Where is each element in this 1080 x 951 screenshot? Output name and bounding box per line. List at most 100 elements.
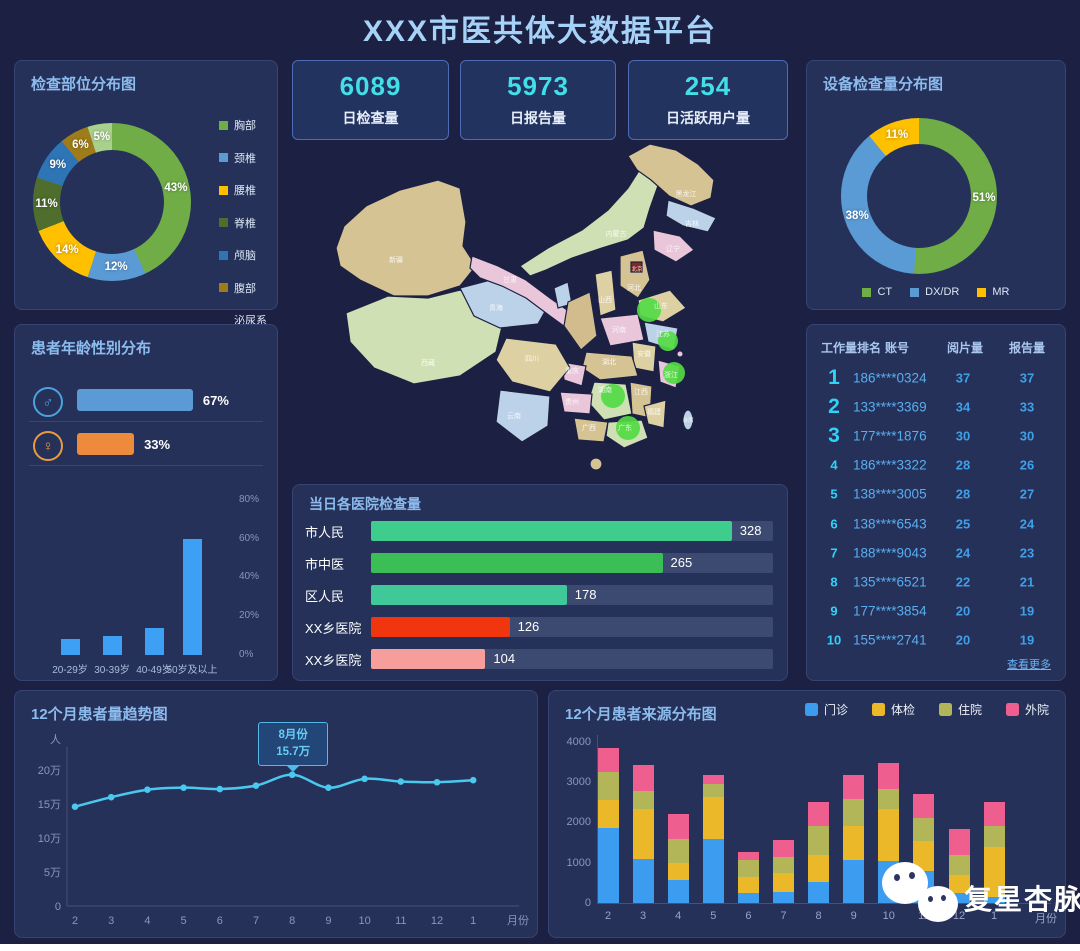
panel-trend: 12个月患者量趋势图 人 20万 15万 10万 5万 0 2 3 4 5 6 7 8 9 10 11 12 1 月…: [14, 690, 538, 938]
bar-segment: [702, 774, 724, 785]
province-shape-hainan[interactable]: [589, 457, 603, 471]
svg-text:20万: 20万: [38, 765, 61, 777]
kpi-active-users: 254 日活跃用户量: [628, 60, 788, 140]
legend-item[interactable]: DX/DR: [910, 286, 959, 298]
province-shape[interactable]: [599, 313, 645, 347]
province-shape[interactable]: [594, 269, 617, 317]
data-point: [469, 776, 477, 784]
legend-item[interactable]: 胸部: [219, 117, 277, 133]
tooltip-title: 8月份: [278, 728, 308, 741]
province-shape[interactable]: [581, 351, 639, 381]
legend-item[interactable]: 住院: [938, 701, 982, 718]
site-marker[interactable]: [601, 384, 625, 408]
reports-count: 37: [1019, 370, 1035, 386]
site-marker[interactable]: [663, 362, 685, 384]
category-label: 4: [675, 910, 682, 922]
axis-tick-label: 40%: [239, 571, 260, 583]
bar-segment: [737, 852, 759, 860]
account: 177****1876: [853, 428, 927, 444]
bar-segment: [737, 876, 759, 893]
province-shape-shanghai[interactable]: [676, 350, 684, 358]
bar-segment: [597, 828, 619, 903]
bar-track: 104: [371, 649, 773, 669]
reports-count: 26: [1019, 457, 1035, 473]
hospital-name: 市人民: [305, 524, 345, 540]
bar: [371, 553, 663, 573]
province-shape[interactable]: [345, 289, 505, 385]
province-shape[interactable]: [627, 143, 715, 207]
account: 155****2741: [853, 632, 927, 648]
legend-item[interactable]: 腹部: [219, 280, 277, 296]
legend-item[interactable]: 外院: [1005, 701, 1049, 718]
legend-label: 外院: [1024, 703, 1049, 717]
bar-segment: [913, 840, 935, 871]
province-shape[interactable]: [652, 229, 695, 263]
panel-title: 12个月患者来源分布图: [565, 706, 717, 723]
kpi-value: 5973: [507, 71, 569, 101]
legend-swatch: [938, 703, 952, 716]
province-shape[interactable]: [643, 399, 667, 429]
svg-text:11: 11: [395, 915, 406, 927]
bottom-strip: [0, 944, 1080, 951]
bar: [144, 627, 164, 655]
tooltip-value: 15.7万: [276, 746, 311, 758]
view-more-link[interactable]: 查看更多: [1007, 659, 1051, 671]
legend-label: 颅脑: [234, 250, 256, 262]
data-point: [325, 784, 332, 791]
panel-device: 设备检查量分布图 51% 38% 11% CT DX/DR MR: [806, 60, 1066, 310]
province-shape[interactable]: [573, 417, 609, 443]
province-label: 青海: [489, 303, 503, 312]
data-point: [288, 771, 296, 779]
province-shape-beijing[interactable]: [630, 261, 643, 273]
svg-text:6: 6: [217, 915, 223, 927]
bar-segment: [667, 862, 689, 881]
province-label: 广西: [582, 423, 596, 432]
legend-label: 颈椎: [234, 152, 256, 165]
legend-item[interactable]: 门诊: [804, 701, 848, 718]
legend-item[interactable]: 颈椎: [219, 150, 277, 166]
province-shape[interactable]: [563, 291, 598, 351]
site-marker[interactable]: [616, 416, 640, 440]
reports-count: 24: [1019, 516, 1035, 532]
province-shape[interactable]: [495, 389, 551, 443]
bar-segment: [843, 860, 865, 903]
bar-segment: [878, 762, 900, 789]
site-marker[interactable]: [637, 298, 661, 322]
body-parts-donut-chart[interactable]: 43% 12% 14% 11% 9% 6% 5%: [33, 123, 191, 281]
svg-text:0: 0: [55, 901, 61, 913]
legend-item[interactable]: 体检: [871, 701, 915, 718]
source-legend: 门诊 体检 住院 外院: [804, 701, 1049, 718]
bar-segment: [632, 790, 654, 810]
reads-count: 20: [955, 603, 971, 619]
reads-count: 28: [955, 457, 971, 473]
svg-text:10万: 10万: [38, 833, 61, 845]
data-point: [361, 775, 368, 783]
bar-segment: [843, 799, 865, 827]
legend-item[interactable]: 颅脑: [219, 247, 277, 263]
province-shape[interactable]: [665, 199, 717, 233]
legend-item[interactable]: 腰椎: [219, 182, 277, 198]
category-label: 12: [952, 910, 966, 922]
province-shape[interactable]: [495, 337, 571, 393]
province-label: 河北: [627, 284, 641, 292]
province-label: 山西: [598, 295, 612, 304]
chart-tooltip: 8月份 15.7万: [258, 721, 329, 772]
province-shape[interactable]: [559, 391, 593, 415]
column-header: 阅片量: [947, 341, 984, 355]
stacked-bar: [597, 747, 619, 903]
category-label: 1: [991, 910, 998, 922]
legend-item[interactable]: 脊椎: [219, 215, 277, 231]
province-shape-taiwan[interactable]: [682, 409, 694, 431]
province-label: 湖北: [602, 357, 616, 366]
kpi-daily-reports: 5973 日报告量: [460, 60, 616, 140]
bar-segment: [737, 859, 759, 877]
legend-item[interactable]: CT: [862, 286, 892, 298]
province-shape[interactable]: [519, 165, 661, 277]
province-shape[interactable]: [335, 179, 477, 297]
device-donut-chart[interactable]: 51% 38% 11%: [841, 118, 997, 274]
legend-item[interactable]: MR: [977, 286, 1010, 298]
stacked-bar: [983, 802, 1005, 903]
svg-text:人: 人: [50, 733, 61, 746]
site-marker[interactable]: [658, 331, 678, 351]
